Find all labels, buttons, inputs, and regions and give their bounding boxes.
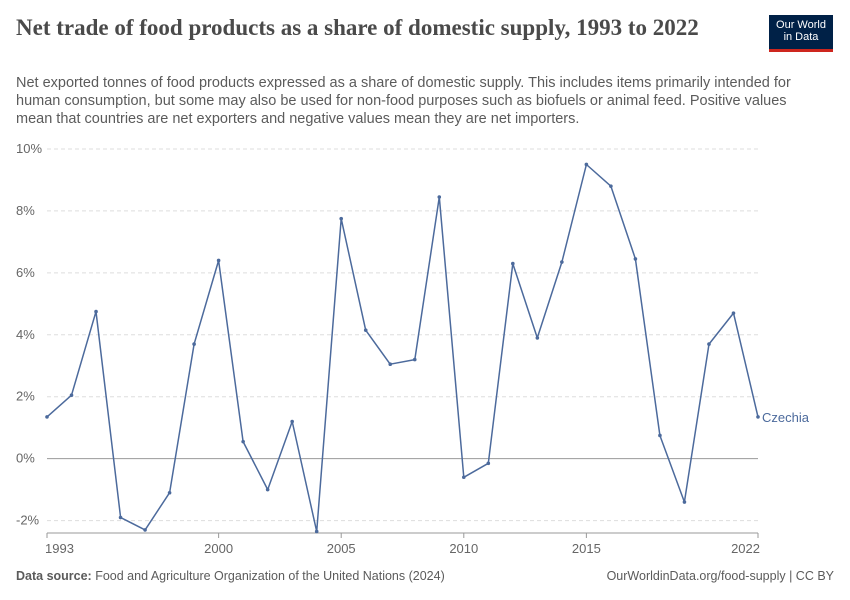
data-point bbox=[731, 311, 736, 315]
x-tick-label: 2000 bbox=[204, 541, 233, 556]
x-tick-label: 1993 bbox=[45, 541, 74, 556]
data-point bbox=[241, 439, 245, 444]
x-tick-label: 2010 bbox=[449, 541, 478, 556]
data-point bbox=[658, 433, 662, 438]
data-point bbox=[216, 258, 221, 263]
data-point bbox=[143, 528, 147, 532]
data-source: Data source: Food and Agriculture Organi… bbox=[16, 569, 445, 583]
y-tick-label: -2% bbox=[16, 513, 40, 528]
data-point bbox=[437, 195, 442, 199]
data-point bbox=[314, 529, 319, 534]
data-point bbox=[388, 362, 393, 367]
owid-logo[interactable]: Our World in Data bbox=[769, 15, 833, 52]
data-point bbox=[682, 500, 687, 504]
data-point bbox=[167, 490, 172, 495]
data-point bbox=[192, 342, 196, 346]
data-point bbox=[707, 342, 711, 346]
data-point bbox=[535, 336, 540, 340]
data-point bbox=[363, 328, 368, 332]
y-tick-label: 2% bbox=[16, 389, 35, 404]
y-tick-label: 10% bbox=[16, 141, 42, 156]
data-point bbox=[118, 515, 123, 520]
y-tick-label: 6% bbox=[16, 265, 35, 280]
data-point bbox=[486, 461, 491, 466]
data-point bbox=[560, 260, 564, 264]
y-tick-label: 4% bbox=[16, 327, 35, 342]
data-point bbox=[45, 415, 49, 419]
data-point bbox=[461, 475, 466, 480]
data-point bbox=[584, 162, 589, 167]
y-tick-label: 8% bbox=[16, 203, 35, 218]
x-tick-label: 2015 bbox=[572, 541, 601, 556]
series-label: Czechia bbox=[762, 410, 810, 425]
data-point bbox=[94, 309, 98, 314]
data-point bbox=[511, 261, 515, 266]
chart-subtitle: Net exported tonnes of food products exp… bbox=[16, 75, 791, 127]
data-point bbox=[265, 487, 270, 492]
data-point bbox=[69, 393, 74, 397]
series-line-czechia bbox=[46, 163, 759, 533]
data-point bbox=[290, 419, 294, 424]
data-point bbox=[756, 415, 760, 419]
data-point bbox=[633, 257, 638, 261]
x-tick-label: 2022 bbox=[731, 541, 760, 556]
logo-line-1: Our World bbox=[776, 19, 826, 31]
data-point bbox=[339, 216, 344, 221]
x-tick-label: 2005 bbox=[327, 541, 356, 556]
y-tick-label: 0% bbox=[16, 451, 35, 466]
data-source-text[interactable]: Food and Agriculture Organization of the… bbox=[95, 569, 445, 583]
logo-line-2: in Data bbox=[783, 31, 819, 43]
data-point bbox=[609, 184, 613, 188]
credit-link[interactable]: OurWorldinData.org/food-supply | CC BY bbox=[606, 569, 834, 583]
chart-title: Net trade of food products as a share of… bbox=[16, 15, 699, 40]
data-source-label: Data source: bbox=[16, 569, 92, 583]
data-point bbox=[412, 357, 417, 362]
